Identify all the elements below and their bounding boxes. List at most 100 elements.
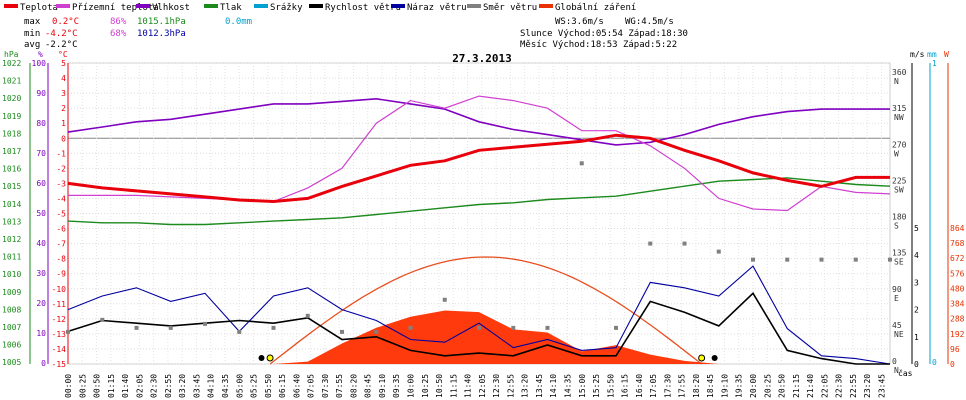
axis-w-tick: 864	[950, 224, 965, 233]
wind-direction-point	[134, 325, 139, 330]
axis-w-tick: 576	[950, 269, 965, 278]
axis-unit-time: čas	[898, 368, 913, 378]
wind-direction-point	[408, 325, 413, 330]
time-tick: 15:50	[606, 374, 615, 398]
axis-hpa-tick: 1022	[2, 59, 21, 68]
axis-hpa-tick: 1015	[2, 182, 21, 191]
axis-w-tick: 288	[950, 315, 965, 324]
time-tick: 15:00	[578, 374, 587, 398]
axis-dir-label: SE	[894, 258, 904, 267]
axis-pct-tick: 20	[36, 299, 46, 308]
moonset-marker	[258, 355, 265, 361]
axis-unit-hpa: hPa	[4, 50, 19, 59]
axis-w-tick: 480	[950, 284, 965, 293]
axis-mm-tick: 0	[932, 358, 937, 367]
axis-ms-tick: 0	[914, 360, 919, 369]
axis-deg-tick: -9	[56, 270, 66, 279]
stat-min-hum: 68%	[110, 29, 127, 39]
axis-deg-tick: -11	[52, 300, 67, 309]
time-tick: 12:30	[492, 374, 501, 398]
axis-deg-tick: 4	[61, 74, 66, 83]
axis-deg-tick: -4	[56, 194, 66, 203]
wind-direction-point	[579, 161, 584, 166]
axis-unit-ms: m/s	[910, 50, 925, 59]
axis-dir-tick: 315	[892, 104, 907, 113]
wind-direction-point	[340, 329, 344, 334]
axis-dir-label: W	[894, 149, 899, 158]
stat-max-temp: 0.2°C	[52, 17, 79, 27]
time-tick: 18:20	[692, 374, 701, 398]
axis-dir-label: N	[894, 77, 899, 86]
wind-direction-point	[100, 317, 105, 322]
stat-avg-temp: -2.2°C	[45, 40, 78, 50]
time-tick: 06:40	[292, 374, 301, 398]
axis-deg-tick: -3	[56, 179, 66, 188]
stat-ws: WS:3.6m/s	[555, 17, 604, 27]
axis-hpa-tick: 1006	[2, 341, 21, 350]
wind-direction-point	[66, 329, 70, 334]
wind-direction-point	[168, 325, 173, 330]
axis-deg-tick: -14	[52, 345, 67, 354]
axis-deg-tick: 3	[61, 89, 66, 98]
time-tick: 11:40	[464, 374, 473, 398]
axis-deg-tick: -8	[56, 255, 66, 264]
time-tick: 00:50	[93, 374, 102, 398]
time-tick: 13:45	[535, 374, 544, 398]
axis-ms-tick: 1	[914, 333, 919, 342]
legend-label: Přízemní teplota	[72, 3, 159, 13]
axis-dir-label: NW	[894, 113, 904, 122]
time-axis: 00:00 00:25 00:50 01:15 01:40 02:05 02:30 02:55…	[64, 374, 886, 398]
time-tick: 21:40	[806, 374, 815, 398]
axis-pct-tick: 10	[36, 329, 46, 338]
legend-label: Směr větru	[483, 3, 537, 13]
time-tick: 16:15	[621, 374, 630, 398]
wind-direction-point	[614, 325, 618, 330]
time-tick: 03:45	[192, 374, 201, 398]
wind-direction-point	[785, 257, 790, 262]
time-tick: 05:50	[264, 374, 273, 398]
stats-block: max 0.2°C 86% 1015.1hPa 0.0mm min -4.2°C…	[24, 17, 688, 50]
axis-pct-tick: 70	[36, 149, 46, 158]
axis-ms-tick: 2	[914, 306, 919, 315]
wind-direction-point	[751, 257, 755, 262]
moonrise-marker	[711, 355, 718, 361]
axis-dir-tick: 180	[892, 213, 907, 222]
axis-hpa-tick: 1012	[2, 235, 21, 244]
time-tick: 01:15	[107, 374, 116, 398]
wind-direction-point	[442, 297, 447, 302]
legend-label: Tlak	[220, 3, 242, 13]
time-tick: 20:25	[763, 374, 772, 398]
time-tick: 11:15	[449, 374, 458, 398]
series-Teplota	[67, 133, 890, 204]
axis-pct-tick: 60	[36, 179, 46, 188]
axis-dir-tick: 90	[892, 285, 902, 294]
time-tick: 15:25	[592, 374, 601, 398]
legend-swatch	[467, 4, 481, 8]
time-tick: 07:05	[307, 374, 316, 398]
axis-dir-tick: 0	[892, 357, 897, 366]
time-tick: 17:55	[678, 374, 687, 398]
time-tick: 04:10	[207, 374, 216, 398]
axis-pct-tick: 90	[36, 89, 46, 98]
axis-pct-tick: 40	[36, 239, 46, 248]
left-axes: 1022102110201019101810171016101510141013…	[2, 59, 69, 369]
axis-hpa-tick: 1007	[2, 323, 21, 332]
axis-hpa-tick: 1005	[2, 358, 21, 367]
time-tick: 06:15	[278, 374, 287, 398]
time-tick: 09:10	[378, 374, 387, 398]
stat-max-press: 1015.1hPa	[137, 17, 186, 27]
axis-hpa-tick: 1010	[2, 270, 21, 279]
axis-deg-tick: -12	[52, 315, 67, 324]
time-tick: 10:25	[421, 374, 430, 398]
axis-dir-label: E	[894, 294, 899, 303]
axis-pct-tick: 100	[32, 59, 47, 68]
time-tick: 19:10	[720, 374, 729, 398]
legend-swatch	[56, 4, 70, 8]
time-tick: 14:35	[563, 374, 572, 398]
axis-deg-tick: -10	[52, 285, 67, 294]
legend-label: Náraz větru	[407, 3, 467, 13]
axis-hpa-tick: 1020	[2, 94, 21, 103]
axis-hpa-tick: 1018	[2, 129, 21, 138]
axis-deg-tick: 5	[61, 59, 66, 68]
wind-direction-point	[853, 257, 858, 262]
